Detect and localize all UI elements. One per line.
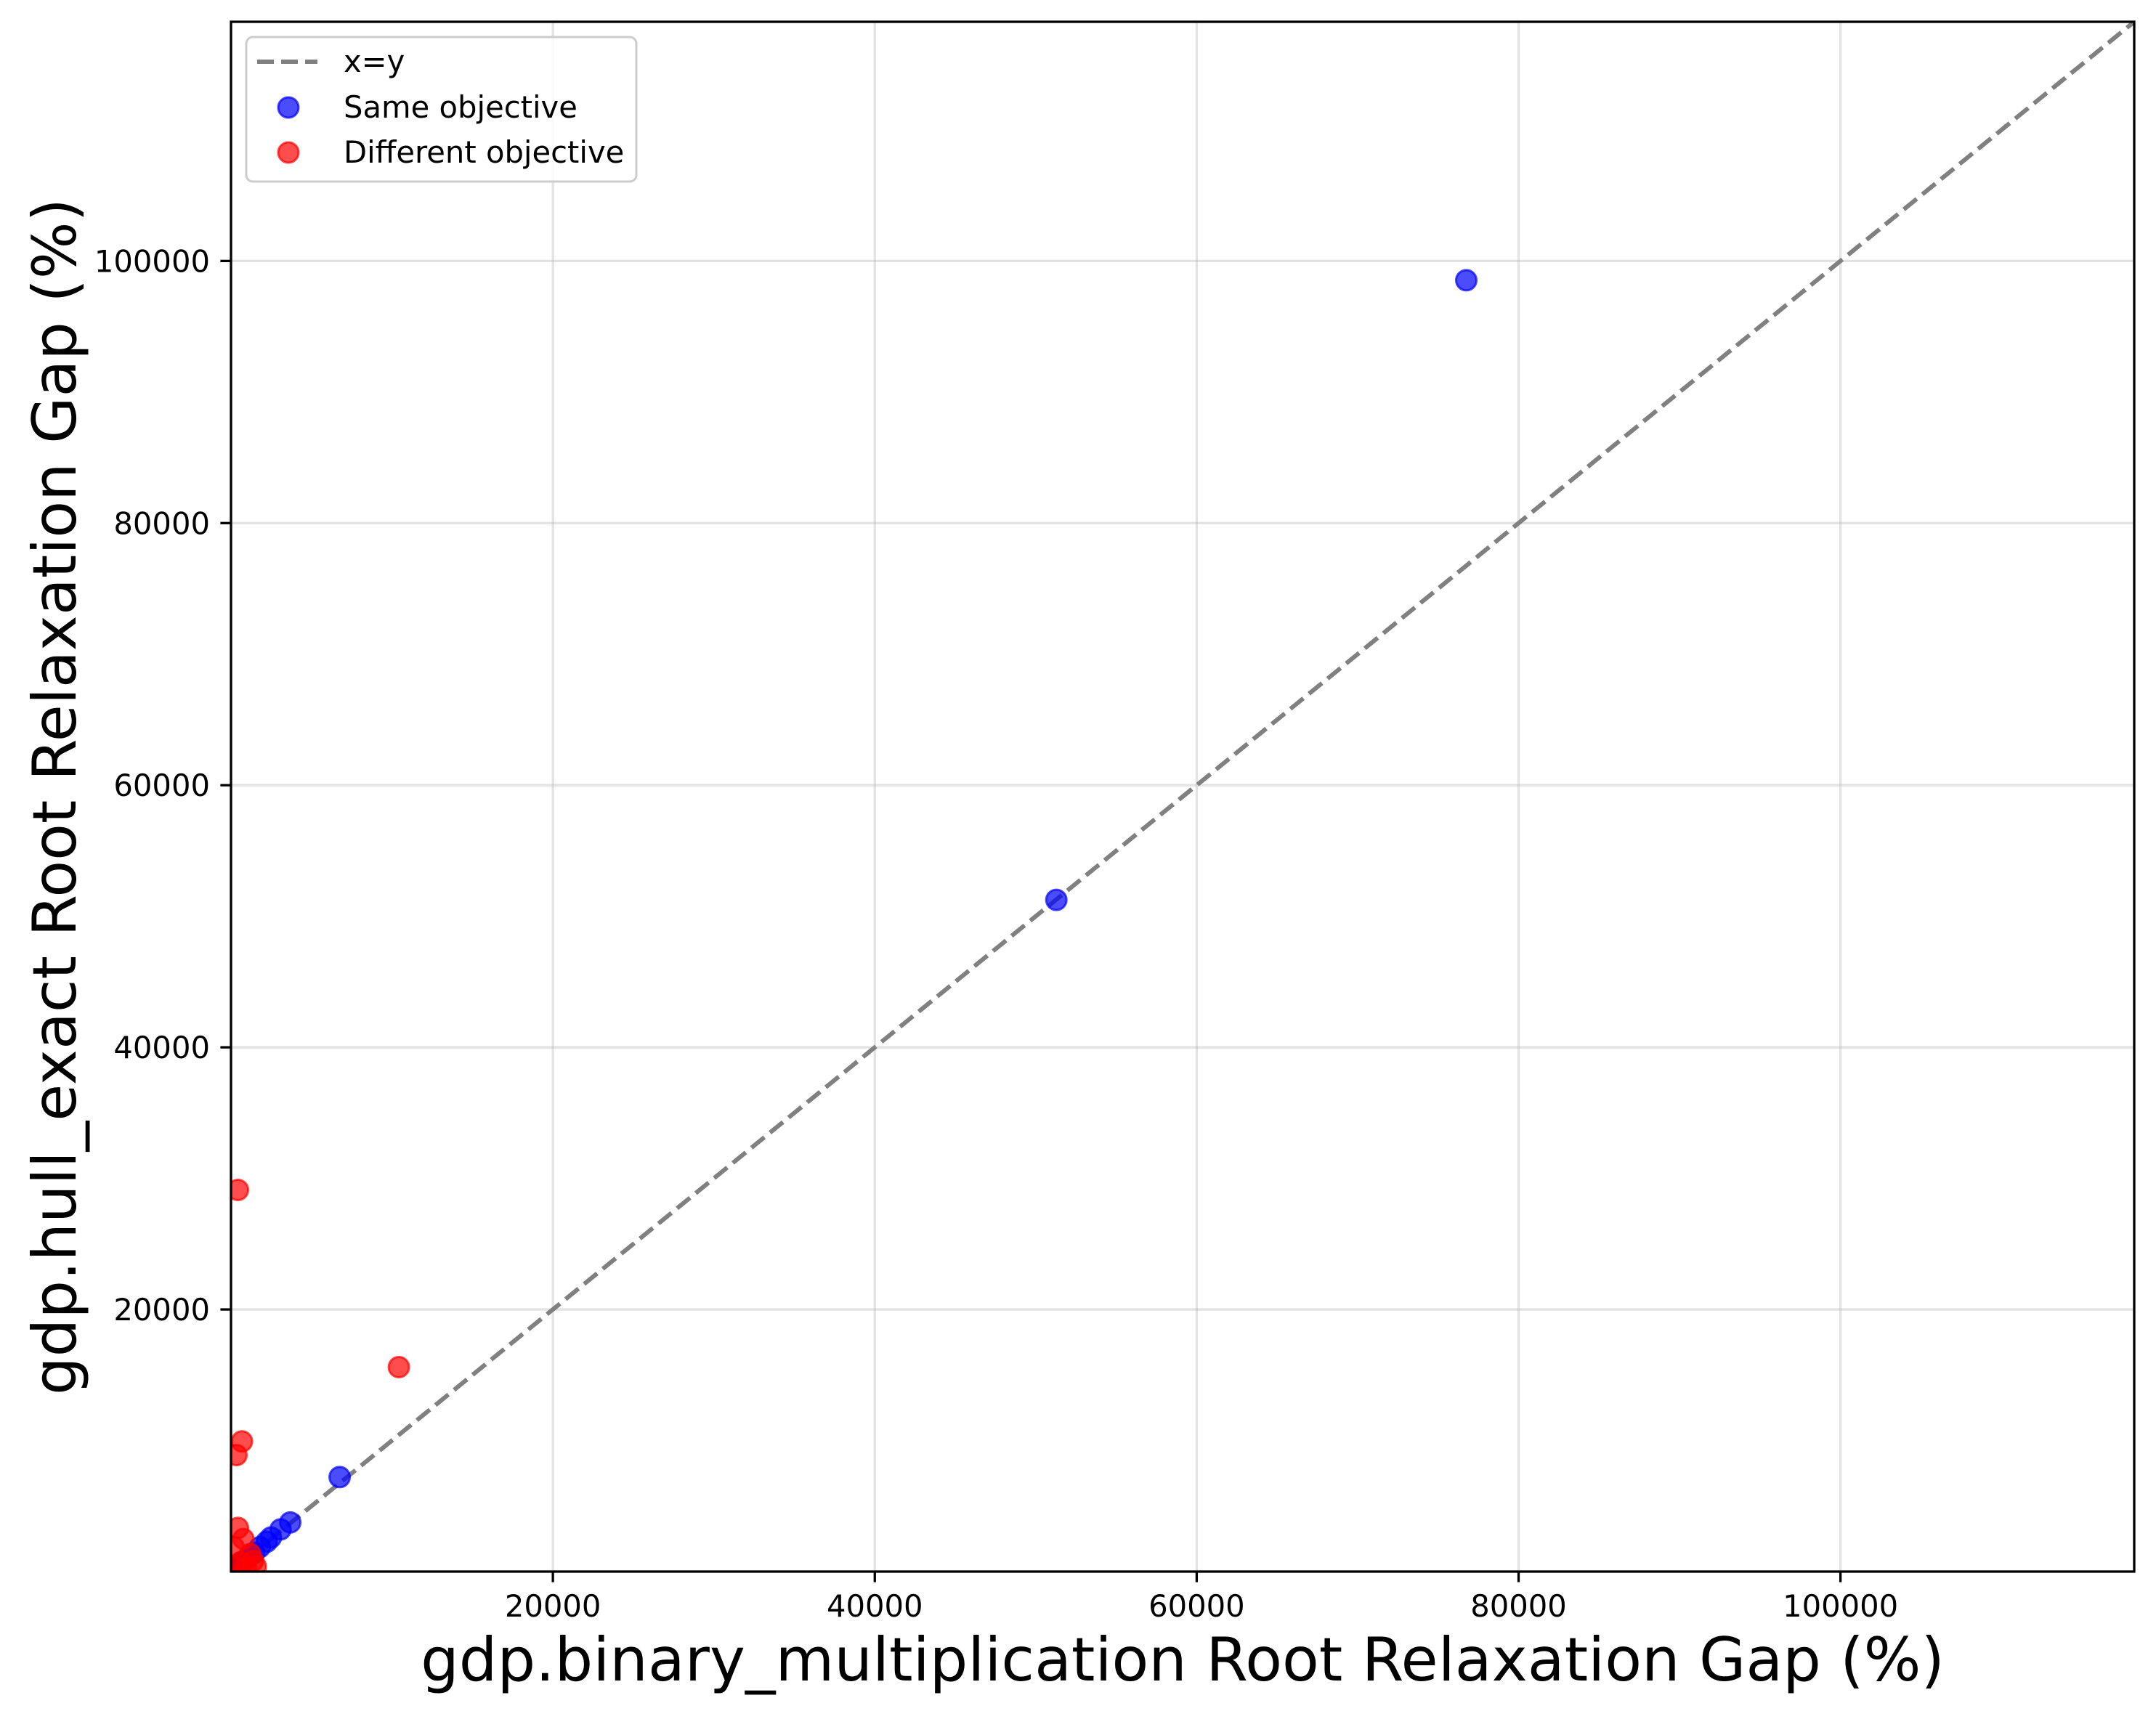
x-equals-y-line — [231, 22, 2134, 1572]
axis-ticks: 20000 40000 60000 80000 100000 20000 40000 6000… — [94, 243, 1898, 1624]
x-tick-label: 40000 — [827, 1588, 923, 1624]
data-point-different-objective — [231, 1444, 248, 1467]
axes-frame — [230, 20, 2136, 1573]
x-tick-label: 20000 — [505, 1588, 601, 1624]
x-axis-label: gdp.binary_multiplication Root Relaxatio… — [421, 1625, 1945, 1695]
legend-frame — [245, 36, 638, 183]
plot-area — [231, 22, 2134, 1572]
legend-label-different-objective: Different objective — [344, 134, 624, 170]
data-point-different-objective — [235, 1556, 258, 1572]
legend-label-same-objective: Same objective — [344, 89, 578, 125]
legend-marker-different-objective — [277, 141, 300, 164]
x-tick-label: 100000 — [1783, 1588, 1898, 1624]
legend-label-x-equals-y: x=y — [344, 44, 405, 79]
y-tick-label: 20000 — [113, 1292, 210, 1328]
y-tick-label: 60000 — [113, 768, 210, 803]
y-tick-label: 80000 — [113, 505, 210, 541]
data-point-different-objective — [387, 1355, 410, 1378]
y-tick-label: 40000 — [113, 1030, 210, 1065]
data-point-same-objective — [1045, 888, 1068, 911]
y-tick-label: 100000 — [94, 243, 210, 279]
legend-marker-same-objective — [277, 96, 300, 119]
data-point-same-objective — [328, 1466, 352, 1489]
legend: x=y Same objective Different objective — [245, 36, 638, 183]
x-tick-label: 80000 — [1470, 1588, 1567, 1624]
y-axis-label: gdp.hull_exact Root Relaxation Gap (%) — [20, 198, 90, 1395]
grid — [231, 22, 2134, 1572]
data-point-different-objective — [231, 1178, 250, 1201]
data-point-same-objective — [1455, 269, 1478, 292]
x-tick-label: 60000 — [1148, 1588, 1245, 1624]
